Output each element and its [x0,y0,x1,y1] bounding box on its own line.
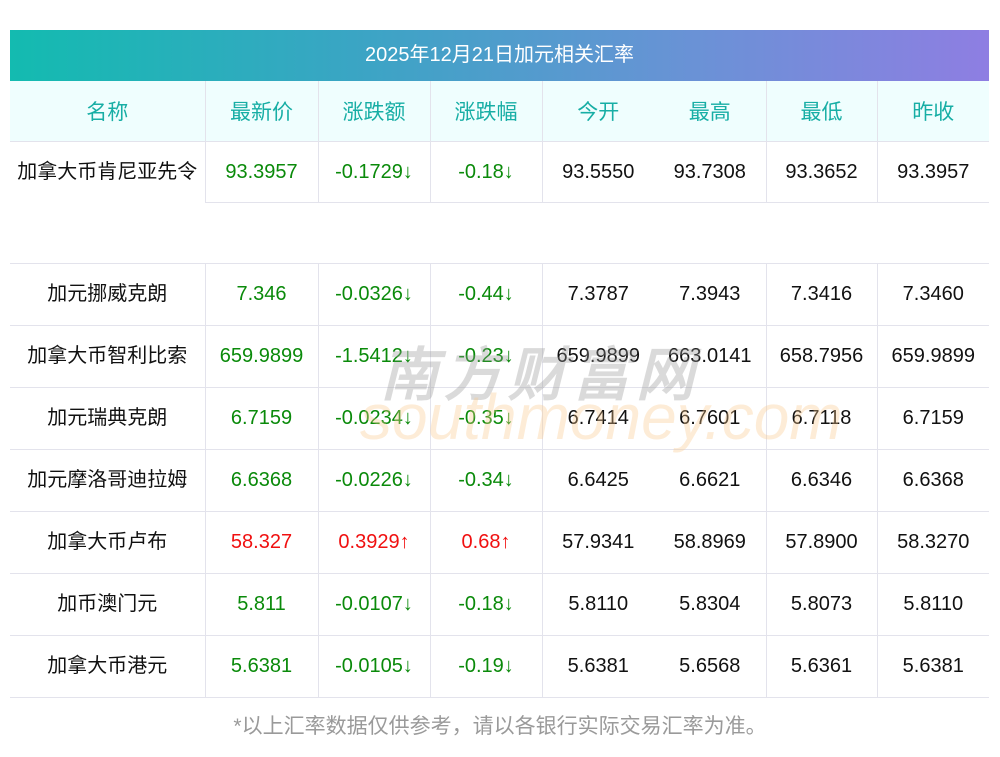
table-row: 加拿大币卢布 58.327 0.3929↑ 0.68↑ 57.9341 58.8969 57… [10,511,989,574]
cell-latest: 5.811 [204,573,318,636]
cell-high: 5.6568 [654,635,766,698]
cell-high: 58.8969 [654,511,766,574]
cell-high: 6.6621 [654,449,766,512]
table-row: 加元瑞典克朗 6.7159 -0.0234↓ -0.35↓ 6.7414 6.7601 6.… [10,387,989,450]
header-prev: 昨收 [876,81,989,142]
currency-name: 加元瑞典克朗 [10,387,205,450]
table-title: 2025年12月21日加元相关汇率 [10,30,989,81]
header-change: 涨跌额 [317,81,430,142]
cell-pct: -0.19↓ [429,635,542,698]
cell-prev: 7.3460 [876,263,989,326]
currency-name: 加元挪威克朗 [10,263,205,326]
cell-latest: 7.346 [204,263,318,326]
currency-name: 加币澳门元 [10,573,205,636]
cell-latest: 6.7159 [204,387,318,450]
cell-change: -0.1729↓ [317,141,430,203]
cell-prev: 5.6381 [876,635,989,698]
header-open: 今开 [541,81,654,142]
header-low: 最低 [765,81,877,142]
empty-cell [205,202,989,264]
table-row: 加拿大币肯尼亚先令 93.3957 -0.1729↓ -0.18↓ 93.5550 93.… [10,141,989,264]
table-row: 加拿大币智利比索 659.9899 -1.5412↓ -0.23↓ 659.9899 66… [10,325,989,388]
cell-pct: -0.34↓ [429,449,542,512]
cell-prev: 58.3270 [876,511,989,574]
cell-latest: 5.6381 [204,635,318,698]
cell-change: -1.5412↓ [317,325,430,388]
cell-open: 659.9899 [541,325,654,388]
cell-latest: 93.3957 [204,141,318,203]
cell-low: 5.8073 [765,573,877,636]
cell-low: 57.8900 [765,511,877,574]
cell-change: -0.0105↓ [317,635,430,698]
cell-high: 6.7601 [654,387,766,450]
cell-open: 6.6425 [541,449,654,512]
table-row: 加拿大币港元 5.6381 -0.0105↓ -0.19↓ 5.6381 5.6568 5.… [10,635,989,698]
cell-change: -0.0234↓ [317,387,430,450]
header-name: 名称 [10,81,205,142]
cell-low: 7.3416 [765,263,877,326]
table-row-spacer [10,202,989,264]
cell-change: -0.0326↓ [317,263,430,326]
cell-change: -0.0226↓ [317,449,430,512]
cell-open: 93.5550 [541,141,654,203]
cell-latest: 659.9899 [204,325,318,388]
cell-open: 5.8110 [541,573,654,636]
cell-prev: 6.7159 [876,387,989,450]
currency-name: 加拿大币肯尼亚先令 [10,141,205,264]
cell-prev: 659.9899 [876,325,989,388]
currency-name: 加拿大币卢布 [10,511,205,574]
cell-pct: 0.68↑ [429,511,542,574]
cell-low: 658.7956 [765,325,877,388]
cell-prev: 93.3957 [876,141,989,203]
header-latest: 最新价 [204,81,318,142]
cell-change: -0.0107↓ [317,573,430,636]
cell-open: 7.3787 [541,263,654,326]
exchange-rate-table: 名称 最新价 涨跌额 涨跌幅 今开 最高 最低 昨收 加拿大币肯尼亚先令 93.3… [10,81,989,698]
disclaimer: *以上汇率数据仅供参考，请以各银行实际交易汇率为准。 [233,715,767,738]
cell-pct: -0.18↓ [429,141,542,203]
cell-open: 6.7414 [541,387,654,450]
header-pct: 涨跌幅 [429,81,542,142]
cell-open: 57.9341 [541,511,654,574]
cell-high: 663.0141 [654,325,766,388]
cell-low: 6.6346 [765,449,877,512]
table-row: 加元摩洛哥迪拉姆 6.6368 -0.0226↓ -0.34↓ 6.6425 6.6621… [10,449,989,512]
currency-name: 加拿大币港元 [10,635,205,698]
cell-change: 0.3929↑ [317,511,430,574]
cell-pct: -0.44↓ [429,263,542,326]
cell-high: 7.3943 [654,263,766,326]
cell-low: 93.3652 [765,141,877,203]
cell-low: 5.6361 [765,635,877,698]
cell-pct: -0.23↓ [429,325,542,388]
cell-prev: 6.6368 [876,449,989,512]
cell-open: 5.6381 [541,635,654,698]
cell-pct: -0.35↓ [429,387,542,450]
cell-latest: 6.6368 [204,449,318,512]
header-high: 最高 [654,81,766,142]
table-row: 加元挪威克朗 7.346 -0.0326↓ -0.44↓ 7.3787 7.3943 7.3… [10,263,989,326]
currency-name: 加元摩洛哥迪拉姆 [10,449,205,512]
cell-pct: -0.18↓ [429,573,542,636]
currency-name: 加拿大币智利比索 [10,325,205,388]
table-row: 加币澳门元 5.811 -0.0107↓ -0.18↓ 5.8110 5.8304 5.80… [10,573,989,636]
cell-low: 6.7118 [765,387,877,450]
cell-latest: 58.327 [204,511,318,574]
table-header: 名称 最新价 涨跌额 涨跌幅 今开 最高 最低 昨收 [10,81,989,142]
cell-high: 5.8304 [654,573,766,636]
cell-prev: 5.8110 [876,573,989,636]
cell-high: 93.7308 [654,141,766,203]
